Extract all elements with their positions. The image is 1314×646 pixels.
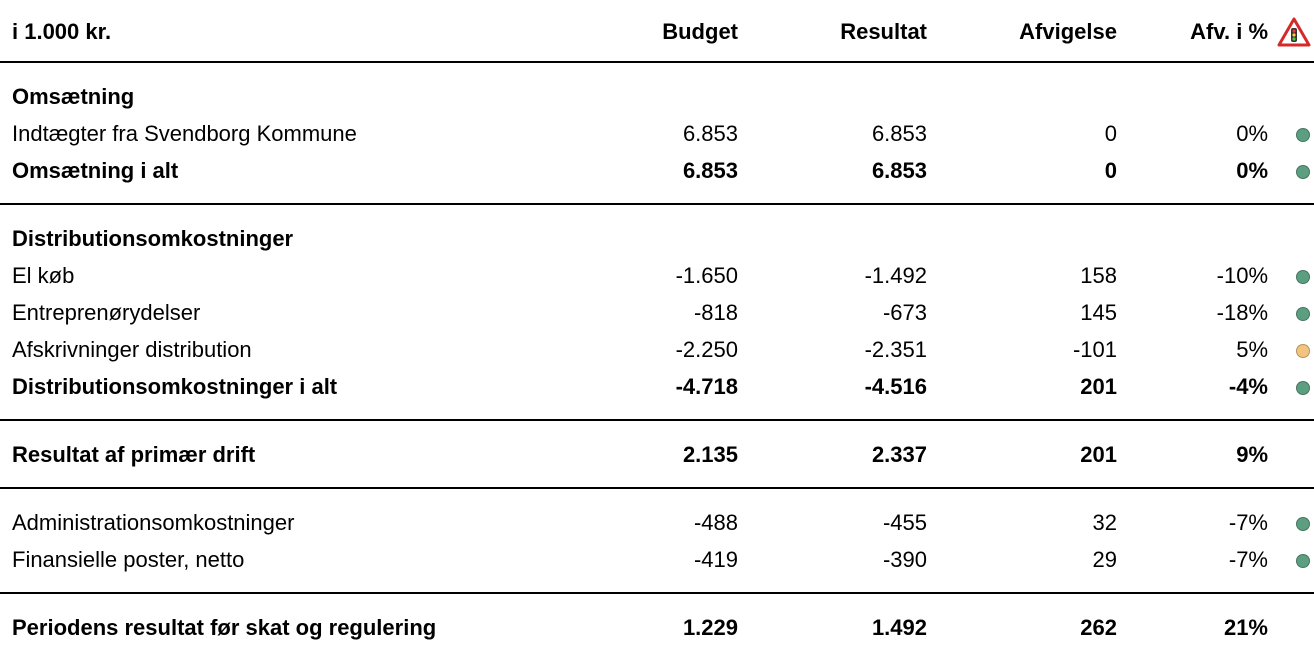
cell: 201 (1080, 374, 1117, 399)
row-label: Administrationsomkostninger (12, 510, 295, 535)
cell: 6.853 (871, 121, 927, 146)
cell: -18% (1216, 300, 1268, 325)
column-header: Budget (662, 19, 738, 44)
cell: 1.492 (871, 615, 927, 640)
cell: 158 (1080, 263, 1117, 288)
cell: 2.135 (682, 442, 738, 467)
cell: 6.853 (682, 121, 738, 146)
status-dot (1296, 270, 1310, 284)
warning-icon (1277, 17, 1311, 47)
cell: 6.853 (871, 158, 927, 183)
column-header: Afv. i % (1190, 19, 1268, 44)
cell: 201 (1080, 442, 1117, 467)
cell: 21% (1223, 615, 1268, 640)
row-label: Indtægter fra Svendborg Kommune (12, 121, 357, 146)
column-header: i 1.000 kr. (12, 19, 112, 44)
row-label: Distributionsomkostninger i alt (12, 374, 338, 399)
status-dot (1296, 307, 1310, 321)
cell: 0 (1104, 121, 1117, 146)
cell: 6.853 (682, 158, 738, 183)
rule (0, 61, 1314, 63)
row-label: Distributionsomkostninger (12, 226, 294, 251)
cell: -818 (693, 300, 738, 325)
status-dot (1296, 554, 1310, 568)
row-label: Omsætning i alt (12, 158, 179, 183)
cell: -419 (693, 547, 738, 572)
cell: -7% (1228, 510, 1268, 535)
status-dot (1296, 381, 1310, 395)
cell: 0% (1236, 121, 1268, 146)
cell: 9% (1236, 442, 1268, 467)
cell: -7% (1228, 547, 1268, 572)
cell: -10% (1216, 263, 1268, 288)
cell: -390 (882, 547, 927, 572)
cell: 0 (1104, 158, 1117, 183)
rule (0, 592, 1314, 594)
cell: -455 (882, 510, 927, 535)
rule (0, 419, 1314, 421)
cell: 262 (1080, 615, 1117, 640)
cell: -4.516 (864, 374, 927, 399)
cell: 5% (1236, 337, 1268, 362)
cell: -101 (1072, 337, 1117, 362)
row-label: Entreprenørydelser (12, 300, 201, 325)
cell: 2.337 (871, 442, 927, 467)
row-label: Periodens resultat før skat og regulerin… (12, 615, 437, 640)
cell: -1.492 (864, 263, 927, 288)
status-dot (1296, 344, 1310, 358)
row-label: Resultat af primær drift (12, 442, 256, 467)
status-dot (1296, 517, 1310, 531)
rule (0, 487, 1314, 489)
cell: -2.250 (675, 337, 738, 362)
row-label: Finansielle poster, netto (12, 547, 245, 572)
row-label: Omsætning (12, 84, 135, 109)
status-dot (1296, 128, 1310, 142)
cell: -673 (882, 300, 927, 325)
cell: -488 (693, 510, 738, 535)
cell: 29 (1092, 547, 1117, 572)
status-dot (1296, 165, 1310, 179)
cell: 32 (1092, 510, 1117, 535)
rule (0, 203, 1314, 205)
cell: 1.229 (682, 615, 738, 640)
cell: -4.718 (675, 374, 738, 399)
cell: -4% (1228, 374, 1268, 399)
cell: -2.351 (864, 337, 927, 362)
column-header: Afvigelse (1019, 19, 1117, 44)
row-label: El køb (12, 263, 75, 288)
column-header: Resultat (840, 19, 927, 44)
cell: -1.650 (675, 263, 738, 288)
row-label: Afskrivninger distribution (12, 337, 252, 362)
cell: 0% (1236, 158, 1268, 183)
cell: 145 (1080, 300, 1117, 325)
